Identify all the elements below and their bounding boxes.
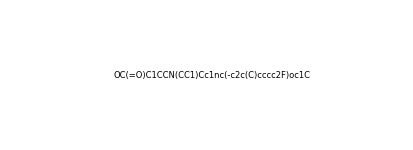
Text: OC(=O)C1CCN(CC1)Cc1nc(-c2c(C)cccc2F)oc1C: OC(=O)C1CCN(CC1)Cc1nc(-c2c(C)cccc2F)oc1C (113, 71, 310, 80)
